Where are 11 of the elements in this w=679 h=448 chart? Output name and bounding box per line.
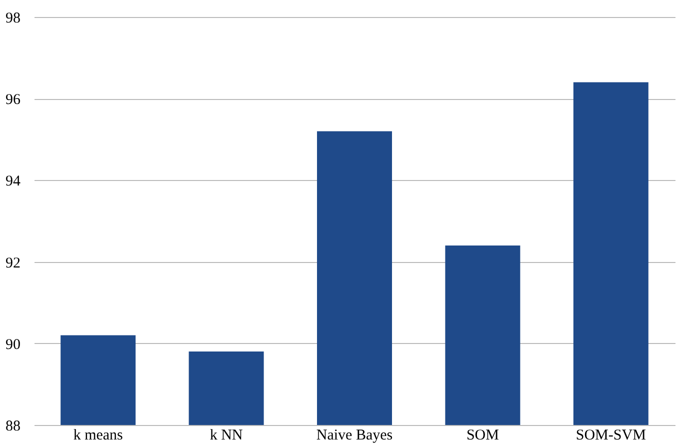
x-tick-label: SOM-SVM <box>576 428 646 444</box>
y-tick-label: 98 <box>6 10 20 26</box>
x-tick-label: Naive Bayes <box>316 428 393 444</box>
y-tick-label: 94 <box>6 174 21 190</box>
x-tick-label: SOM <box>466 428 499 444</box>
y-tick-label: 90 <box>6 336 20 353</box>
y-tick-label: 92 <box>6 255 20 272</box>
x-tick-label: k means <box>73 428 124 444</box>
y-tick-label: 88 <box>6 418 20 434</box>
y-tick-label: 96 <box>6 92 21 108</box>
x-tick-label: k NN <box>210 428 243 444</box>
